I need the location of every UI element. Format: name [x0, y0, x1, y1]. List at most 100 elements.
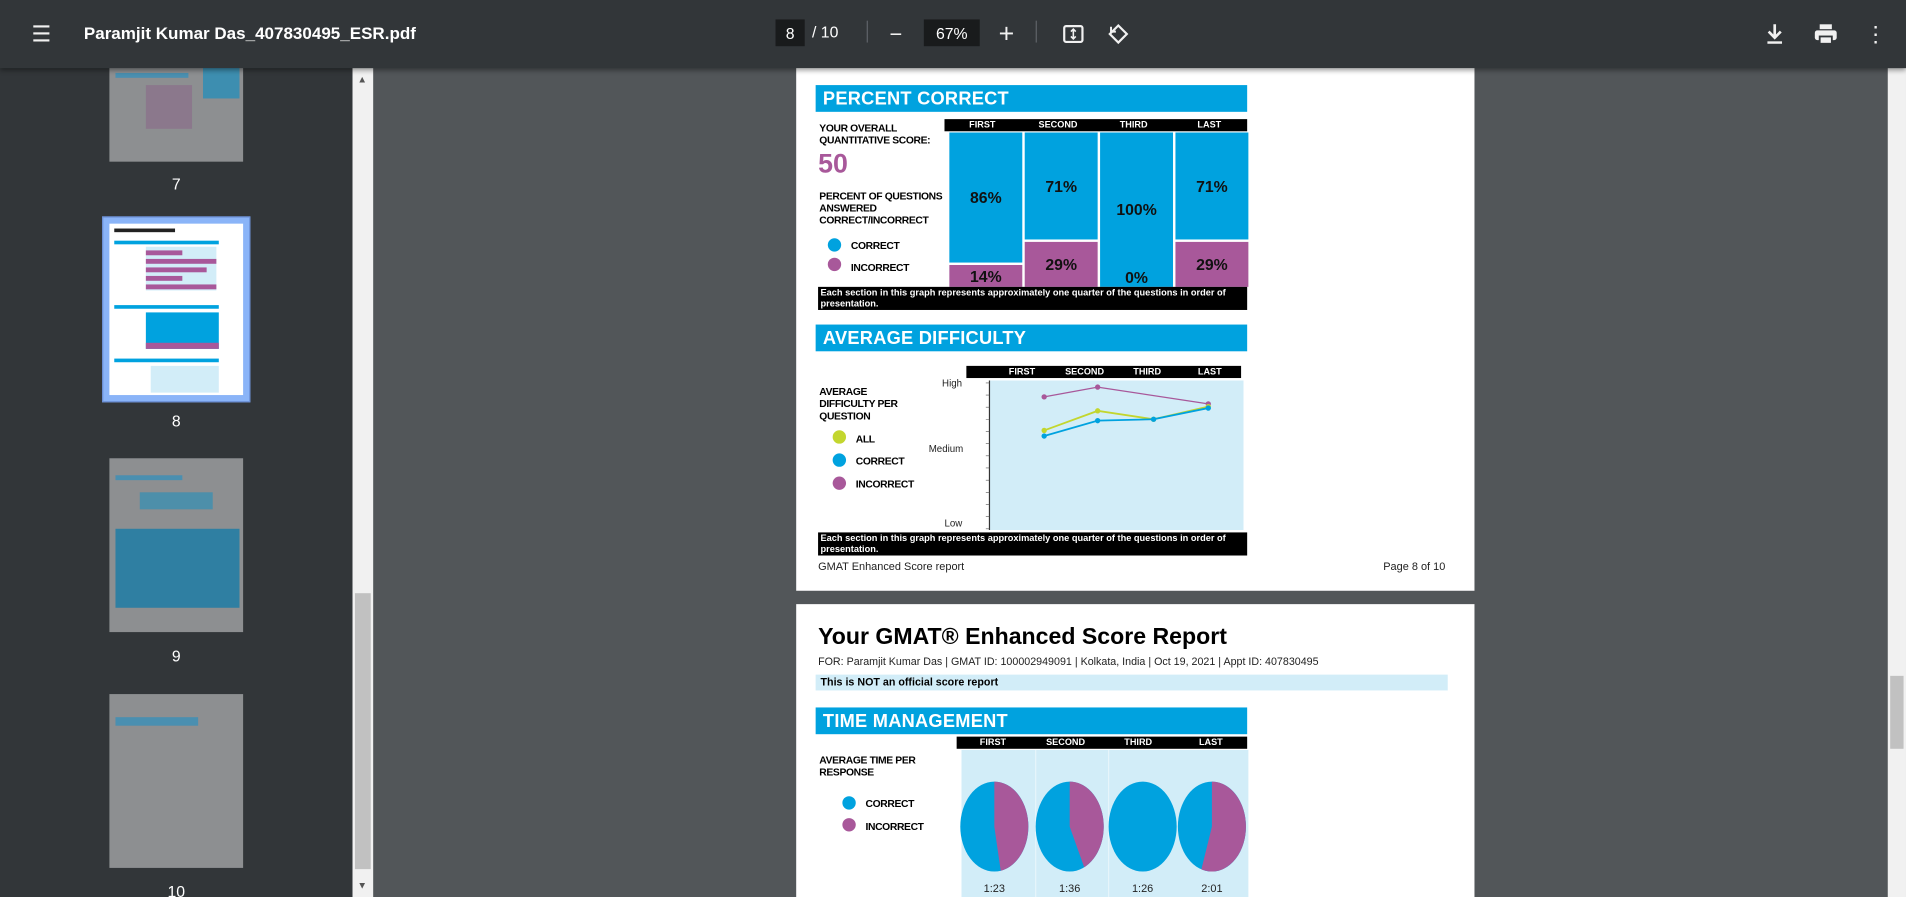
page-number-input[interactable]: 8	[775, 19, 805, 47]
fit-page-icon[interactable]	[1059, 19, 1088, 48]
toolbar: ☰ Paramjit Kumar Das_407830495_ESR.pdf 8…	[0, 0, 1906, 69]
score-value: 50	[818, 148, 848, 179]
time-label: 1:26	[1132, 883, 1153, 895]
zoom-input[interactable]: 67%	[923, 19, 980, 47]
download-icon[interactable]	[1760, 19, 1789, 48]
thumbnail-label: 8	[171, 412, 181, 431]
legend-correct: CORRECT	[855, 454, 905, 467]
footer-page: Page 8 of 10	[1383, 560, 1446, 573]
footnote: Each section in this graph represents ap…	[818, 286, 1248, 310]
plot-area	[989, 380, 1244, 530]
bar-column-third: 100% 0%	[1100, 132, 1174, 287]
document-title: Paramjit Kumar Das_407830495_ESR.pdf	[83, 23, 416, 43]
difficulty-chart	[985, 380, 1244, 530]
column-header: FIRST SECOND THIRD LAST	[944, 119, 1248, 132]
bar-column-first: 86% 14%	[949, 132, 1023, 287]
legend-incorrect: INCORRECT	[865, 820, 924, 833]
candidate-info: FOR: Paramjit Kumar Das | GMAT ID: 10000…	[818, 655, 1319, 668]
percent-correct-chart: 86% 14% 71% 29% 100% 0% 71% 29%	[949, 132, 1253, 287]
legend-incorrect-dot	[827, 257, 842, 272]
legend-correct: CORRECT	[850, 239, 900, 252]
divider	[866, 20, 868, 43]
print-icon[interactable]	[1811, 19, 1840, 48]
col-second: SECOND	[1046, 736, 1086, 748]
pie-correct-third	[1108, 781, 1177, 872]
bar-column-second: 71% 29%	[1024, 132, 1098, 287]
zoom-in-icon[interactable]: +	[998, 18, 1015, 49]
col-last: LAST	[1198, 736, 1223, 748]
scrollbar-thumb[interactable]	[354, 593, 371, 870]
col-last: LAST	[1197, 119, 1222, 131]
main-scrollbar[interactable]	[1887, 68, 1906, 897]
legend-all: ALL	[855, 432, 875, 445]
section-header: PERCENT CORRECT	[815, 85, 1248, 112]
col-second: SECOND	[1065, 365, 1105, 377]
scrollbar-thumb[interactable]	[1890, 675, 1904, 749]
bar-incorrect: 29%	[1175, 242, 1249, 287]
pie-incorrect-second	[1069, 781, 1104, 868]
total-pages: / 10	[811, 23, 839, 42]
notice-banner: This is NOT an official score report	[815, 674, 1448, 691]
time-label: 1:23	[984, 883, 1005, 895]
column-header: FIRST SECOND THIRD LAST	[956, 736, 1248, 749]
bar-incorrect: 29%	[1024, 242, 1098, 287]
point-correct	[1041, 433, 1047, 439]
zoom-out-icon[interactable]: −	[889, 21, 903, 46]
bar-correct: 86%	[949, 132, 1023, 263]
pdf-page-9: Your GMAT® Enhanced Score Report FOR: Pa…	[796, 604, 1475, 897]
col-first: FIRST	[969, 119, 996, 131]
thumbnail-page-7[interactable]	[109, 55, 244, 162]
thumbnail-page-9[interactable]	[109, 458, 244, 633]
bar-column-last: 71% 29%	[1175, 132, 1249, 287]
section-header: TIME MANAGEMENT	[815, 707, 1248, 735]
thumbnail-label: 9	[171, 646, 181, 665]
pie-incorrect-last	[1201, 781, 1246, 872]
point-all	[1094, 408, 1101, 414]
bar-incorrect: 14%	[949, 264, 1023, 287]
time-label: 1:36	[1059, 883, 1080, 895]
thumbnail-label: 7	[171, 175, 181, 194]
score-label: YOUR OVERALL QUANTITATIVE SCORE:	[819, 121, 931, 146]
more-icon[interactable]: ⋮	[1864, 21, 1887, 46]
point-correct	[1094, 417, 1101, 424]
col-last: LAST	[1197, 365, 1222, 377]
col-first: FIRST	[979, 736, 1007, 748]
y-label-medium: Medium	[928, 443, 964, 455]
legend-incorrect: INCORRECT	[850, 261, 910, 274]
point-incorrect	[1041, 394, 1047, 400]
time-label: 2:01	[1201, 883, 1222, 895]
pie-incorrect-first	[994, 781, 1029, 871]
thumbnail-page-10[interactable]	[109, 694, 244, 868]
point-correct	[1150, 416, 1157, 422]
menu-icon[interactable]: ☰	[31, 21, 52, 46]
legend-correct-dot	[842, 796, 856, 810]
y-label-low: Low	[944, 517, 963, 529]
thumbnail-sidebar: 7 8 9	[0, 55, 353, 897]
legend-incorrect-dot	[842, 818, 856, 832]
bar-incorrect: 0%	[1125, 268, 1148, 287]
y-label-high: High	[942, 378, 963, 389]
time-desc: AVERAGE TIME PER RESPONSE	[819, 753, 916, 778]
point-correct	[1205, 405, 1211, 411]
line-correct	[1043, 407, 1209, 437]
legend-correct: CORRECT	[865, 797, 915, 810]
legend-correct-dot	[832, 453, 847, 467]
col-second: SECOND	[1038, 119, 1078, 131]
difficulty-desc: AVERAGE DIFFICULTY PER QUESTION	[819, 385, 898, 422]
thumbnail-page-8[interactable]	[102, 216, 251, 403]
sidebar-scrollbar[interactable]: ▲ ▼	[352, 68, 374, 897]
point-incorrect	[1094, 384, 1101, 390]
divider	[1035, 20, 1037, 43]
legend-all-dot	[832, 430, 847, 444]
percent-desc: PERCENT OF QUESTIONS ANSWERED CORRECT/IN…	[819, 189, 943, 227]
time-pies-chart: 1:23 1:36 1:26 2:01	[960, 750, 1249, 897]
legend-incorrect-dot	[832, 476, 847, 490]
legend-correct-dot	[827, 238, 842, 252]
section-header: AVERAGE DIFFICULTY	[815, 324, 1248, 352]
footer-left: GMAT Enhanced Score report	[818, 560, 965, 573]
bar-correct: 71%	[1024, 132, 1098, 240]
rotate-icon[interactable]	[1104, 19, 1133, 48]
point-all	[1041, 427, 1047, 434]
thumbnail-label: 10	[167, 882, 186, 897]
